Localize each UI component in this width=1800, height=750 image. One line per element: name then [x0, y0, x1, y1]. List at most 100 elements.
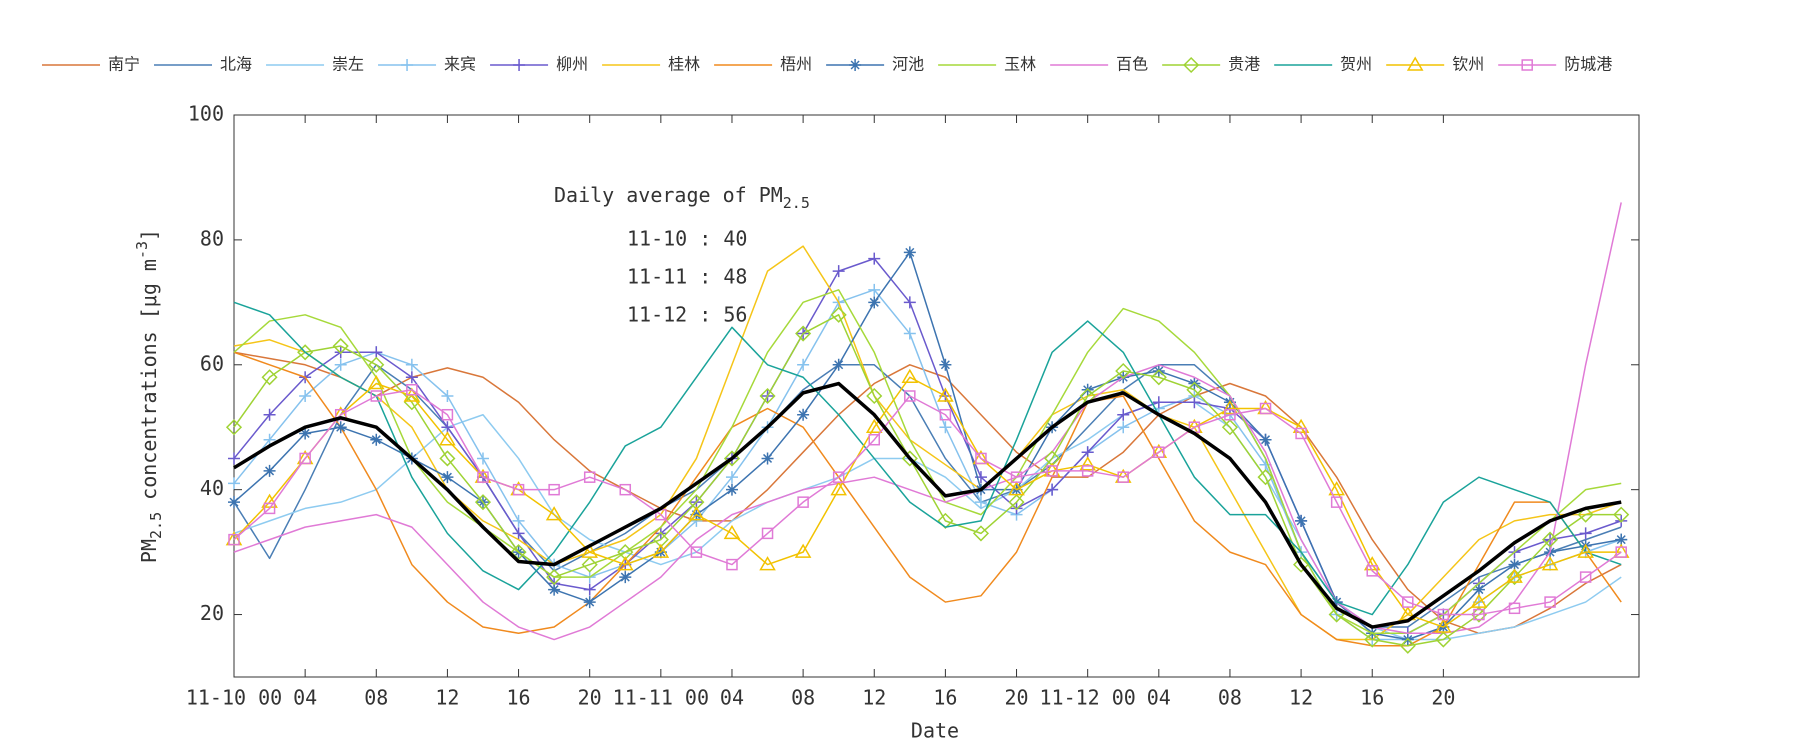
legend-label: 柳州 — [556, 55, 588, 74]
marker — [1579, 527, 1592, 540]
marker — [263, 464, 276, 477]
series-line — [233, 351, 1622, 647]
series-line — [233, 389, 1622, 616]
marker — [1402, 596, 1414, 608]
series-line — [233, 376, 1622, 628]
annotation-text: Daily average of PM — [554, 183, 783, 207]
marker — [688, 506, 705, 521]
marker — [1399, 637, 1416, 654]
y-label-part: concentrations [μg m — [137, 259, 161, 512]
plot-frame — [233, 114, 1640, 678]
marker — [261, 369, 278, 386]
x-tick-label: 04 — [293, 686, 317, 710]
marker — [512, 527, 525, 540]
y-tick-label: 20 — [200, 601, 224, 625]
x-tick-label: 08 — [364, 686, 388, 710]
x-tick-label: 20 — [1004, 686, 1028, 710]
marker — [1508, 558, 1521, 571]
series-line — [233, 251, 1622, 641]
marker — [1435, 618, 1452, 633]
marker — [1221, 400, 1239, 415]
marker — [1150, 369, 1167, 386]
x-tick-label: 12 — [862, 686, 886, 710]
marker — [1117, 471, 1129, 483]
marker — [795, 325, 812, 342]
y-label-sup: -3 — [133, 241, 151, 259]
marker — [868, 296, 881, 309]
marker — [1079, 456, 1096, 471]
marker — [866, 387, 883, 405]
marker — [1117, 408, 1130, 421]
marker — [228, 533, 240, 546]
legend-label: 崇左 — [332, 55, 364, 74]
legend-label: 百色 — [1116, 55, 1148, 74]
annotation-line: 11-11 : 48 — [627, 265, 747, 289]
marker — [1293, 556, 1310, 573]
marker — [1366, 565, 1378, 577]
legend-label: 贺州 — [1340, 55, 1372, 74]
marker — [903, 246, 916, 259]
marker — [652, 543, 670, 558]
y-label-part: PM — [137, 539, 161, 563]
y-tick-label: 40 — [200, 476, 224, 500]
marker — [1508, 602, 1521, 615]
legend-label: 梧州 — [780, 55, 812, 74]
marker — [832, 265, 845, 278]
marker — [937, 387, 954, 402]
marker — [1615, 546, 1627, 558]
marker — [1259, 433, 1272, 446]
x-tick-label: 16 — [507, 686, 531, 710]
x-tick-label: 08 — [791, 686, 815, 710]
marker — [975, 452, 987, 465]
marker — [1153, 446, 1165, 458]
marker — [797, 408, 810, 421]
marker — [583, 471, 596, 483]
series-line — [233, 202, 1622, 641]
plot-area — [225, 202, 1630, 654]
marker — [1613, 506, 1630, 523]
series-line — [233, 381, 1622, 629]
marker — [1577, 506, 1594, 523]
marker — [441, 421, 454, 434]
marker — [476, 452, 489, 465]
marker — [1257, 469, 1274, 486]
marker — [1295, 427, 1307, 440]
marker — [263, 502, 276, 515]
marker — [1615, 533, 1628, 546]
marker — [332, 337, 349, 355]
series-line — [233, 289, 1622, 635]
series-line — [233, 245, 1622, 641]
marker — [759, 556, 776, 571]
marker — [617, 544, 634, 561]
marker — [1115, 362, 1132, 380]
marker — [972, 525, 990, 542]
marker — [1470, 593, 1488, 608]
x-tick-label: 20 — [1431, 686, 1455, 710]
marker — [937, 512, 954, 529]
marker — [1579, 571, 1592, 583]
legend-label: 来宾 — [444, 55, 476, 74]
marker — [581, 543, 599, 558]
marker — [904, 390, 916, 402]
marker — [225, 419, 243, 436]
marker — [512, 483, 525, 496]
marker — [903, 327, 916, 340]
marker — [688, 494, 705, 511]
y-label-part: ] — [137, 229, 161, 241]
legend: 南宁 北海 崇左 来宾 柳州 桂林 梧州 河池 玉林 百色 贵港 贺州 钦州 防城港 — [42, 55, 1612, 74]
legend-label: 玉林 — [1004, 55, 1036, 74]
marker — [299, 427, 312, 440]
x-tick-label: 12 — [435, 686, 459, 710]
marker — [1330, 496, 1343, 508]
marker — [441, 471, 454, 484]
marker — [1541, 556, 1559, 571]
marker — [545, 506, 563, 521]
marker — [368, 356, 385, 373]
marker — [299, 390, 312, 402]
marker — [228, 452, 240, 465]
marker — [1221, 419, 1239, 436]
marker — [868, 283, 881, 296]
marker — [903, 296, 916, 309]
marker — [1183, 56, 1200, 74]
marker — [403, 394, 420, 411]
